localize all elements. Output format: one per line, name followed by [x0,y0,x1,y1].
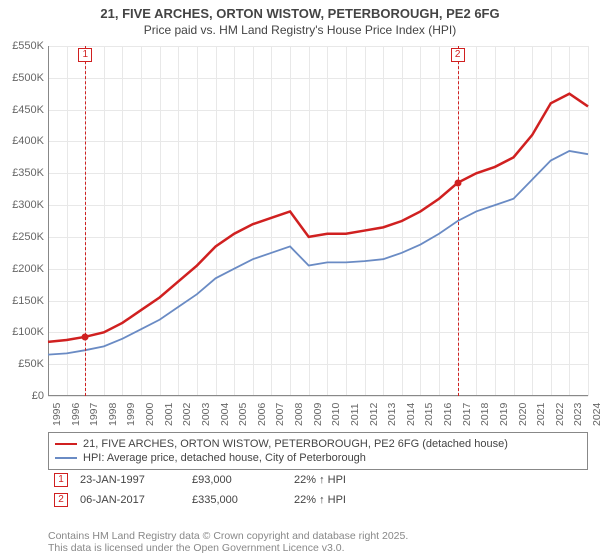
x-tick-label: 2007 [274,403,286,426]
legend-box: 21, FIVE ARCHES, ORTON WISTOW, PETERBORO… [48,432,588,470]
x-tick-label: 2024 [591,403,600,426]
x-tick-label: 2016 [442,403,454,426]
page-title: 21, FIVE ARCHES, ORTON WISTOW, PETERBORO… [0,0,600,23]
x-tick-label: 2018 [479,403,491,426]
x-tick-label: 2009 [312,403,324,426]
x-tick-label: 2012 [368,403,380,426]
sale-row: 2 06-JAN-2017 £335,000 22% ↑ HPI [48,490,588,510]
y-tick-label: £300K [12,199,44,211]
x-tick-label: 2000 [144,403,156,426]
x-tick-label: 1995 [51,403,63,426]
sale-price: £93,000 [192,474,282,486]
footer-attribution: Contains HM Land Registry data © Crown c… [48,530,408,554]
sale-number: 2 [54,493,68,507]
y-tick-label: £100K [12,326,44,338]
x-tick-label: 2003 [200,403,212,426]
x-tick-label: 2008 [293,403,305,426]
sale-number: 1 [54,473,68,487]
x-tick-label: 2011 [349,403,361,426]
sale-change: 22% ↑ HPI [294,494,346,506]
sale-marker-label: 2 [451,48,465,62]
series-line [48,94,588,342]
x-tick-label: 1996 [70,403,82,426]
y-tick-label: £450K [12,104,44,116]
x-tick-label: 2001 [163,403,175,426]
price-chart: £0£50K£100K£150K£200K£250K£300K£350K£400… [48,46,588,396]
x-tick-label: 2002 [181,403,193,426]
x-tick-label: 2015 [423,403,435,426]
x-tick-label: 1997 [88,403,100,426]
x-tick-label: 1998 [107,403,119,426]
legend-area: 21, FIVE ARCHES, ORTON WISTOW, PETERBORO… [48,432,588,510]
x-tick-label: 2023 [572,403,584,426]
sale-marker [454,179,461,186]
y-tick-label: £500K [12,72,44,84]
sale-change: 22% ↑ HPI [294,474,346,486]
y-tick-label: £550K [12,40,44,52]
x-tick-label: 2013 [386,403,398,426]
x-tick-label: 2017 [461,403,473,426]
sale-row: 1 23-JAN-1997 £93,000 22% ↑ HPI [48,470,588,490]
legend-item: 21, FIVE ARCHES, ORTON WISTOW, PETERBORO… [55,437,581,451]
y-tick-label: £0 [32,390,44,402]
legend-item: HPI: Average price, detached house, City… [55,451,581,465]
series-line [48,151,588,355]
y-tick-label: £350K [12,167,44,179]
x-tick-label: 2021 [535,403,547,426]
sale-date: 06-JAN-2017 [80,494,180,506]
x-tick-label: 2005 [237,403,249,426]
x-tick-label: 2010 [330,403,342,426]
sale-marker-label: 1 [78,48,92,62]
x-tick-label: 2022 [554,403,566,426]
x-tick-label: 1999 [125,403,137,426]
y-tick-label: £150K [12,295,44,307]
x-tick-label: 2020 [517,403,529,426]
x-tick-label: 2006 [256,403,268,426]
plot-area: £0£50K£100K£150K£200K£250K£300K£350K£400… [48,46,588,396]
sale-marker [82,333,89,340]
y-tick-label: £50K [18,358,44,370]
sale-price: £335,000 [192,494,282,506]
y-tick-label: £250K [12,231,44,243]
x-tick-label: 2019 [498,403,510,426]
y-tick-label: £400K [12,135,44,147]
sale-date: 23-JAN-1997 [80,474,180,486]
page-subtitle: Price paid vs. HM Land Registry's House … [0,23,600,41]
y-tick-label: £200K [12,263,44,275]
x-tick-label: 2004 [219,403,231,426]
x-tick-label: 2014 [405,403,417,426]
